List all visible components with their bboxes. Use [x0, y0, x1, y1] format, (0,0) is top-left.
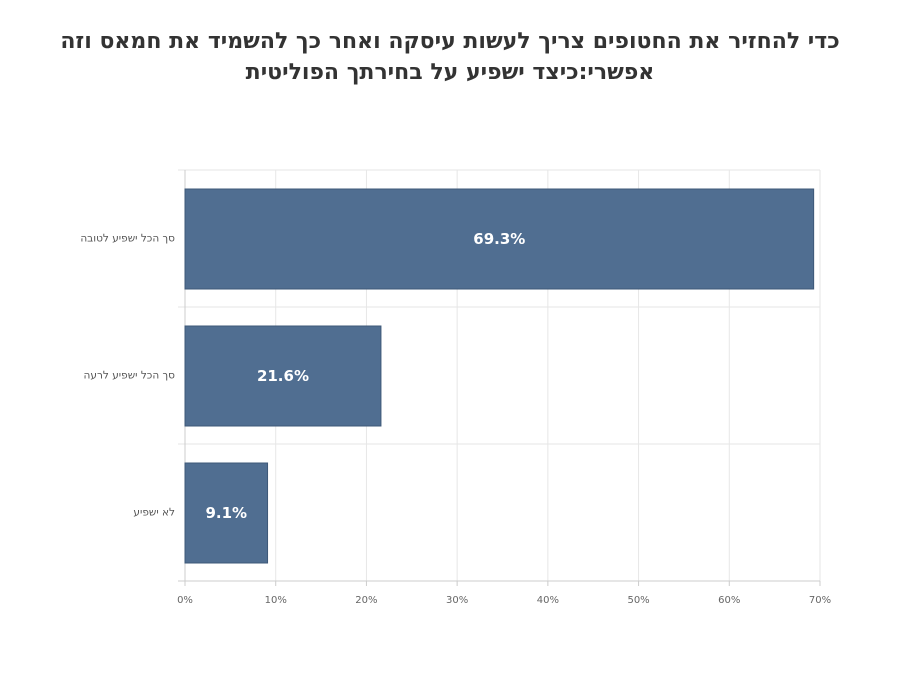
- bar: [184, 462, 269, 564]
- x-tick-label: 30%: [446, 595, 468, 606]
- category-label: לא ישפיע: [133, 507, 175, 519]
- chart-title-line-1: כדי להחזיר את החטופים צריך לעשות עיסקה ו…: [60, 29, 840, 54]
- category-label: סך הכל ישפיע לרעה: [84, 370, 176, 382]
- bar: [184, 325, 382, 427]
- x-tick-label: 0%: [177, 595, 193, 606]
- x-tick-label: 60%: [718, 595, 740, 606]
- bar-data-label: 21.6%: [257, 367, 309, 385]
- category-label: סך הכל ישפיע לטובה: [80, 233, 175, 245]
- bar-data-label: 9.1%: [205, 504, 247, 522]
- x-tick-label: 50%: [627, 595, 649, 606]
- x-tick-label: 20%: [355, 595, 377, 606]
- chart-title: כדי להחזיר את החטופים צריך לעשות עיסקה ו…: [40, 26, 860, 88]
- x-tick-label: 10%: [265, 595, 287, 606]
- x-tick-label: 40%: [537, 595, 559, 606]
- bar: [184, 188, 815, 290]
- bar-data-label: 69.3%: [473, 230, 525, 248]
- chart-title-line-2: אפשרי:כיצד ישפיע על בחירתך הפוליטית: [245, 60, 655, 85]
- x-tick-label: 70%: [809, 595, 831, 606]
